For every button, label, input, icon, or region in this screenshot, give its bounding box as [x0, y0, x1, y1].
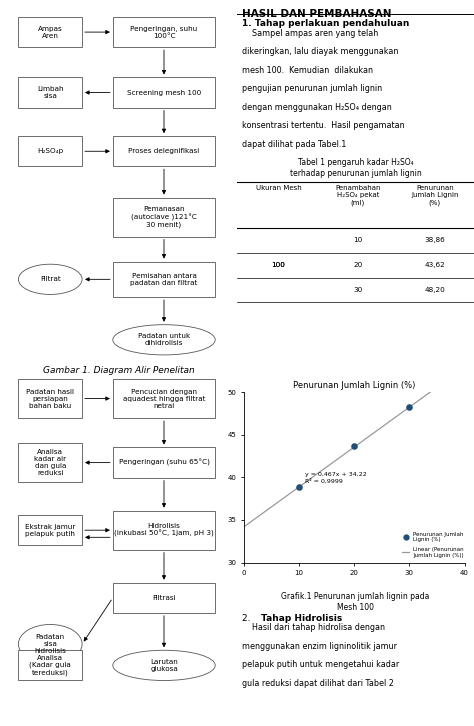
Text: Hasil dari tahap hidrolisa dengan: Hasil dari tahap hidrolisa dengan: [242, 624, 385, 632]
FancyBboxPatch shape: [113, 78, 215, 107]
Text: H₂SO₄p: H₂SO₄p: [37, 148, 64, 154]
Point: [406, 401, 413, 413]
FancyBboxPatch shape: [18, 379, 82, 418]
FancyBboxPatch shape: [113, 510, 215, 550]
Text: Penurunan
Jumlah Lignin
(%): Penurunan Jumlah Lignin (%): [411, 185, 459, 205]
FancyBboxPatch shape: [113, 261, 215, 297]
Text: Proses delegnifikasi: Proses delegnifikasi: [128, 148, 200, 154]
Text: mesh 100.  Kemudian  dilakukan: mesh 100. Kemudian dilakukan: [242, 65, 373, 75]
FancyBboxPatch shape: [18, 17, 82, 47]
Text: Penambahan
H₂SO₄ pekat
(ml): Penambahan H₂SO₄ pekat (ml): [335, 185, 381, 205]
FancyBboxPatch shape: [113, 447, 215, 478]
Text: Sampel ampas aren yang telah: Sampel ampas aren yang telah: [242, 28, 378, 38]
Text: 1. Tahap perlakuan pendahuluan: 1. Tahap perlakuan pendahuluan: [242, 19, 409, 28]
Title: Penurunan Jumlah Lignin (%): Penurunan Jumlah Lignin (%): [293, 381, 416, 390]
Text: Grafik.1 Penurunan jumlah lignin pada: Grafik.1 Penurunan jumlah lignin pada: [281, 592, 430, 601]
Text: y = 0,467x + 34,22
R² = 0,9999: y = 0,467x + 34,22 R² = 0,9999: [305, 472, 366, 484]
Text: Hidrolisis
(inkubasi 50°C, 1jam, pH 3): Hidrolisis (inkubasi 50°C, 1jam, pH 3): [114, 523, 214, 537]
Text: Pemisahan antara
padatan dan filtrat: Pemisahan antara padatan dan filtrat: [130, 273, 198, 286]
Text: Padatan
sisa
hidrolisis: Padatan sisa hidrolisis: [34, 634, 66, 654]
Text: 20: 20: [353, 262, 363, 268]
Text: Ukuran Mesh: Ukuran Mesh: [255, 185, 301, 191]
FancyBboxPatch shape: [18, 650, 82, 680]
Text: Analisa
kadar air
dan gula
reduksi: Analisa kadar air dan gula reduksi: [34, 449, 66, 476]
Ellipse shape: [18, 624, 82, 664]
Text: Pencucian dengan
aquadest hingga filtrat
netral: Pencucian dengan aquadest hingga filtrat…: [123, 388, 205, 409]
Text: 100: 100: [272, 262, 285, 268]
Point: [350, 441, 358, 452]
Text: Tabel 1 pengaruh kadar H₂SO₄: Tabel 1 pengaruh kadar H₂SO₄: [298, 158, 413, 168]
Text: Pengeringan, suhu
100°C: Pengeringan, suhu 100°C: [130, 25, 198, 38]
Text: menggunakan enzim ligninolitik jamur: menggunakan enzim ligninolitik jamur: [242, 642, 397, 651]
Text: Larutan
glukosa: Larutan glukosa: [150, 659, 178, 672]
Text: 10: 10: [353, 237, 363, 243]
Text: Pengeringan (suhu 65°C): Pengeringan (suhu 65°C): [118, 459, 210, 466]
FancyBboxPatch shape: [18, 515, 82, 545]
Text: terhadap penurunan jumlah lignin: terhadap penurunan jumlah lignin: [290, 169, 421, 178]
Text: 100: 100: [272, 262, 285, 268]
Legend: Penurunan Jumlah
Lignin (%), Linear (Penurunan
Jumlah Lignin (%)): Penurunan Jumlah Lignin (%), Linear (Pen…: [400, 529, 466, 560]
FancyBboxPatch shape: [113, 379, 215, 418]
Text: dengan menggunakan H₂SO₄ dengan: dengan menggunakan H₂SO₄ dengan: [242, 102, 392, 112]
Ellipse shape: [18, 264, 82, 295]
Text: Mesh 100: Mesh 100: [337, 603, 374, 612]
Text: Gambar 1. Diagram Alir Penelitan: Gambar 1. Diagram Alir Penelitan: [43, 367, 194, 375]
Text: pelapuk putih untuk mengetahui kadar: pelapuk putih untuk mengetahui kadar: [242, 661, 399, 669]
Text: dapat dilihat pada Tabel.1: dapat dilihat pada Tabel.1: [242, 139, 346, 149]
Text: Filtrasi: Filtrasi: [152, 595, 176, 601]
Text: Padatan hasil
persiapan
bahan baku: Padatan hasil persiapan bahan baku: [26, 388, 74, 409]
Text: Ampas
Aren: Ampas Aren: [38, 25, 63, 38]
Text: dikeringkan, lalu diayak menggunakan: dikeringkan, lalu diayak menggunakan: [242, 47, 398, 56]
FancyBboxPatch shape: [113, 136, 215, 166]
Point: [295, 481, 303, 493]
FancyBboxPatch shape: [18, 136, 82, 166]
Text: konsentrasi tertentu.  Hasil pengamatan: konsentrasi tertentu. Hasil pengamatan: [242, 121, 404, 130]
FancyBboxPatch shape: [113, 17, 215, 47]
Text: Screening mesh 100: Screening mesh 100: [127, 89, 201, 96]
Text: Analisa
(Kadar gula
tereduksi): Analisa (Kadar gula tereduksi): [29, 655, 71, 676]
FancyBboxPatch shape: [113, 197, 215, 237]
FancyBboxPatch shape: [18, 78, 82, 107]
Text: Tahap Hidrolisis: Tahap Hidrolisis: [261, 613, 342, 623]
Text: Limbah
sisa: Limbah sisa: [37, 86, 64, 99]
FancyBboxPatch shape: [18, 443, 82, 482]
Text: Padatan untuk
dihidrolisis: Padatan untuk dihidrolisis: [138, 333, 190, 346]
FancyBboxPatch shape: [113, 583, 215, 613]
Text: 38,86: 38,86: [425, 237, 445, 243]
Text: Filtrat: Filtrat: [40, 277, 61, 282]
Text: 2.: 2.: [242, 613, 253, 623]
Text: gula reduksi dapat dilihat dari Tabel 2: gula reduksi dapat dilihat dari Tabel 2: [242, 679, 393, 688]
Ellipse shape: [113, 325, 215, 355]
Text: 48,20: 48,20: [425, 287, 445, 293]
Text: Ekstrak jamur
pelapuk putih: Ekstrak jamur pelapuk putih: [25, 523, 75, 537]
Text: HASIL DAN PEMBAHASAN: HASIL DAN PEMBAHASAN: [242, 9, 391, 19]
Text: Pemanasan
(autoclave )121°C
30 menit): Pemanasan (autoclave )121°C 30 menit): [131, 206, 197, 228]
Ellipse shape: [113, 650, 215, 680]
Text: 30: 30: [353, 287, 363, 293]
Text: 43,62: 43,62: [425, 262, 445, 268]
Text: pengujian penurunan jumlah lignin: pengujian penurunan jumlah lignin: [242, 84, 382, 93]
